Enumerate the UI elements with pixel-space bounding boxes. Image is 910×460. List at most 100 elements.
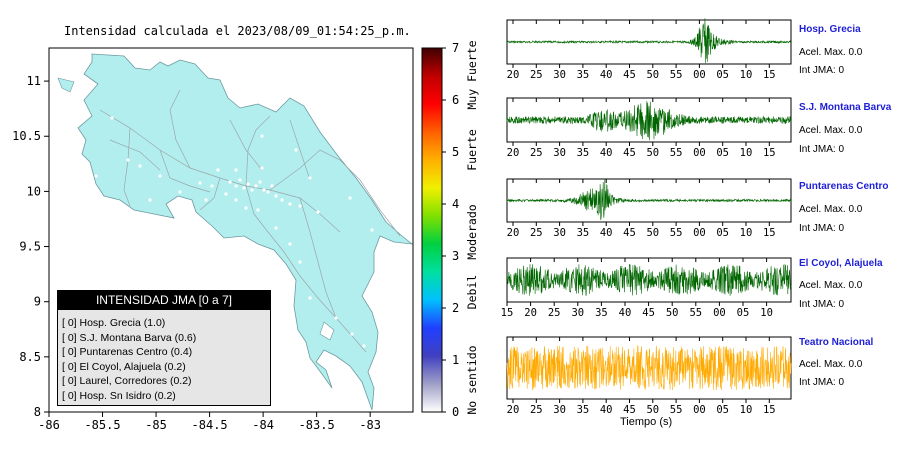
station-acel: Acel. Max. 0.0 xyxy=(799,280,863,291)
station-name: Teatro Nacional xyxy=(799,337,874,348)
map-station-point xyxy=(274,194,278,198)
seismogram-frame xyxy=(506,257,792,303)
colorbar-tick-label: 6 xyxy=(452,93,459,107)
map-y-tick-label: 11 xyxy=(27,74,41,88)
station-jma: Int JMA: 0 xyxy=(799,65,845,76)
station-name: El Coyol, Alajuela xyxy=(799,258,883,269)
seismogram-tick-label: 10 xyxy=(740,404,753,416)
colorbar-category-label: Muy Fuerte xyxy=(465,40,479,109)
map-station-point xyxy=(254,184,258,188)
map-station-point xyxy=(246,182,250,186)
seismogram-tick-label: 05 xyxy=(716,404,729,416)
station-name: S.J. Montana Barva xyxy=(799,102,892,113)
seismogram-tick-label: 40 xyxy=(600,147,613,159)
seismogram-tick-label: 05 xyxy=(737,307,750,319)
seismogram-tick-label: 10 xyxy=(740,69,753,81)
seismogram-tick-label: 15 xyxy=(763,227,776,239)
seismogram-tick-label: 30 xyxy=(553,147,566,159)
seismogram-tick-label: 25 xyxy=(530,404,543,416)
station-jma: Int JMA: 0 xyxy=(799,223,845,234)
seismogram-tick-label: 10 xyxy=(740,147,753,159)
map-station-point xyxy=(258,180,262,184)
map-station-point xyxy=(198,181,202,185)
map-station-point xyxy=(126,158,130,162)
map-x-tick-label: -85.5 xyxy=(84,418,120,432)
road-network xyxy=(99,89,401,353)
seismogram-tick-label: 55 xyxy=(670,147,683,159)
seismogram-tick-label: 10 xyxy=(740,227,753,239)
map-station-point xyxy=(334,316,338,320)
seismogram-panel: 20 25 30 35 40 45 50 55 00 05 10 15 xyxy=(506,18,792,81)
seismogram-tick-label: 05 xyxy=(716,147,729,159)
colorbar-tick-label: 4 xyxy=(452,197,459,211)
colorbar-tick-label: 1 xyxy=(452,353,459,367)
seismogram-panel: 20 25 30 35 40 45 50 55 00 05 10 15 xyxy=(506,97,792,159)
seismogram-tick-label: 25 xyxy=(548,307,561,319)
costa-rica-land xyxy=(57,53,414,411)
map-x-tick-label: -84.5 xyxy=(192,418,228,432)
seismogram-tick-label: 50 xyxy=(646,404,659,416)
map-x-tick-label: -86 xyxy=(38,418,60,432)
seismogram-tick-label: 30 xyxy=(553,69,566,81)
map-y-axis: 8 8.5 9 9.5 10 10.5 11 xyxy=(12,74,49,419)
map-station-point xyxy=(178,190,182,194)
map-y-tick-label: 8 xyxy=(34,405,41,419)
seismogram-tick-label: 05 xyxy=(716,69,729,81)
station-acel: Acel. Max. 0.0 xyxy=(799,204,863,215)
seismogram-panel: 20 25 30 35 40 45 50 55 00 05 10 15 xyxy=(506,178,792,239)
map-station-point xyxy=(234,184,238,188)
map-station-point xyxy=(262,188,266,192)
seismogram-tick-label: 30 xyxy=(571,307,584,319)
seismogram-tick-label: 35 xyxy=(595,307,608,319)
seismogram-tick-label: 20 xyxy=(507,404,520,416)
seismogram-tick-label: 40 xyxy=(600,69,613,81)
seismogram-tick-label: 45 xyxy=(623,404,636,416)
seismogram-trace xyxy=(506,345,792,391)
seismogram-tick-label: 20 xyxy=(507,69,520,81)
seismogram-trace xyxy=(506,263,792,296)
map-station-point xyxy=(270,184,274,188)
station-jma: Int JMA: 0 xyxy=(799,299,845,310)
seismogram-x-label: Tiempo (s) xyxy=(620,416,673,428)
seismogram-tick-label: 20 xyxy=(507,227,520,239)
seismogram-tick-label: 25 xyxy=(530,227,543,239)
map-y-tick-label: 9 xyxy=(34,295,41,309)
legend-title: INTENSIDAD JMA [0 a 7] xyxy=(58,291,270,310)
map-x-tick-label: -85 xyxy=(145,418,167,432)
seismogram-tick-label: 50 xyxy=(646,227,659,239)
colorbar-category-label: Fuerte xyxy=(465,129,479,171)
seismogram-tick-label: 00 xyxy=(693,147,706,159)
seismogram-tick-label: 15 xyxy=(763,404,776,416)
map-station-point xyxy=(308,296,312,300)
seismogram-tick-label: 55 xyxy=(670,69,683,81)
station-name: Hosp. Grecia xyxy=(799,24,861,35)
map-station-point xyxy=(288,202,292,206)
map-x-tick-label: -83 xyxy=(359,418,381,432)
colorbar-tick-label: 0 xyxy=(452,405,459,419)
seismogram-tick-label: 10 xyxy=(760,307,773,319)
map-station-point xyxy=(216,168,220,172)
seismogram-tick-label: 35 xyxy=(577,69,590,81)
intensity-colorbar xyxy=(421,47,443,413)
legend-item: [ 0] El Coyol, Alajuela (0.2) xyxy=(62,360,186,373)
station-name: Puntarenas Centro xyxy=(799,181,889,192)
seismogram-tick-label: 15 xyxy=(501,307,514,319)
legend-items: [ 0] Hosp. Grecia (1.0) [ 0] S.J. Montan… xyxy=(58,316,270,404)
map-station-point xyxy=(274,226,278,230)
seismogram-tick-label: 15 xyxy=(763,69,776,81)
map-station-point xyxy=(204,198,208,202)
station-acel: Acel. Max. 0.0 xyxy=(799,359,863,370)
map-station-point xyxy=(158,174,162,178)
map-station-point xyxy=(110,116,114,120)
map-station-point xyxy=(294,148,298,152)
seismogram-tick-label: 30 xyxy=(553,227,566,239)
seismogram-tick-label: 00 xyxy=(693,227,706,239)
map-station-point xyxy=(94,174,98,178)
colorbar-category-label: Debil xyxy=(465,275,479,310)
seismogram-tick-label: 00 xyxy=(693,404,706,416)
map-y-tick-label: 10.5 xyxy=(12,129,41,143)
colorbar-gradient xyxy=(421,47,443,413)
seismogram-tick-label: 55 xyxy=(670,227,683,239)
legend-item: [ 0] S.J. Montana Barva (0.6) xyxy=(62,331,197,344)
colorbar-ticks: 0 1 2 3 4 5 6 7 xyxy=(442,41,459,419)
